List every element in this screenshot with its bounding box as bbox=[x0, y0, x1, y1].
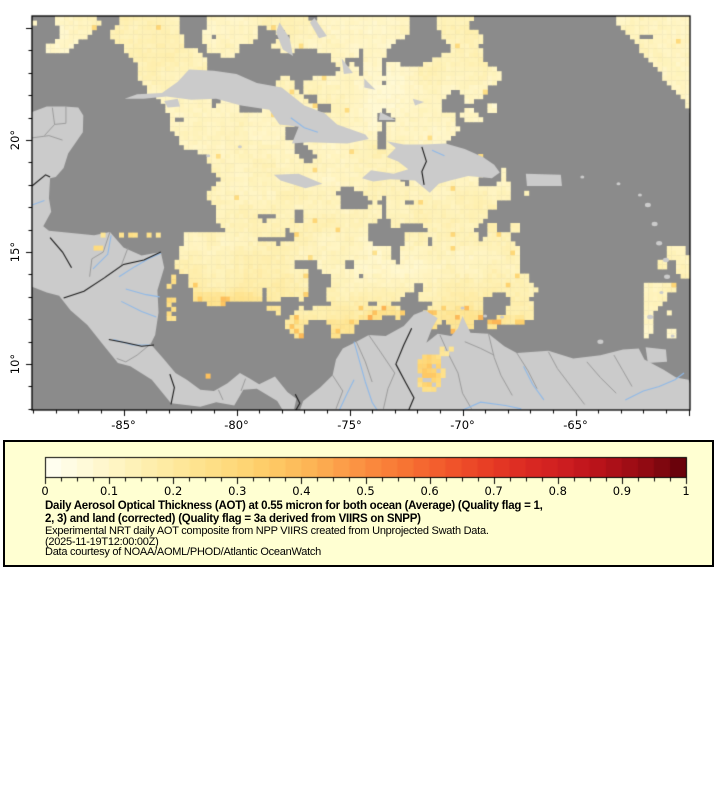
colorbar-tick-label: 0.7 bbox=[484, 484, 503, 498]
lon-tick-label: -75° bbox=[337, 418, 362, 432]
legend-note-line1: Experimental NRT daily AOT composite fro… bbox=[45, 525, 489, 537]
colorbar-canvas bbox=[5, 442, 712, 494]
lon-tick-label: -65° bbox=[563, 418, 588, 432]
legend-title-line2: 2, 3) and land (corrected) (Quality flag… bbox=[45, 513, 421, 525]
colorbar-tick-label: 0.6 bbox=[420, 484, 439, 498]
colorbar-tick-label: 0.8 bbox=[548, 484, 567, 498]
lon-tick-label: -70° bbox=[450, 418, 475, 432]
colorbar-tick-label: 0.4 bbox=[292, 484, 311, 498]
lat-tick-label: 20° bbox=[8, 129, 22, 151]
colorbar-tick-label: 0.9 bbox=[612, 484, 632, 498]
colorbar-tick-label: 0.5 bbox=[356, 484, 375, 498]
colorbar-tick-label: 0.1 bbox=[99, 484, 119, 498]
aot-map-canvas bbox=[0, 0, 720, 436]
colorbar-tick-label: 1 bbox=[682, 484, 690, 498]
lat-tick-label: 10° bbox=[8, 353, 22, 375]
colorbar-tick-label: 0.3 bbox=[228, 484, 247, 498]
lat-tick-label: 15° bbox=[8, 241, 22, 263]
colorbar-tick-label: 0 bbox=[41, 484, 49, 498]
lon-tick-label: -80° bbox=[224, 418, 249, 432]
legend-credit: Data courtesy of NOAA/AOML/PHOD/Atlantic… bbox=[45, 546, 321, 559]
legend-box: 0 0.1 0.2 0.3 0.4 0.5 0.6 0.7 0.8 0.9 1 Daily Aero… bbox=[3, 440, 714, 567]
legend-text: Daily Aerosol Optical Thickness (AOT) at… bbox=[45, 500, 695, 558]
legend-note-line2: (2025-11-19T12:00:00Z) bbox=[45, 535, 159, 548]
legend-title-line1: Daily Aerosol Optical Thickness (AOT) at… bbox=[45, 500, 543, 512]
lon-tick-label: -85° bbox=[111, 418, 136, 432]
colorbar-tick-label: 0.2 bbox=[164, 484, 183, 498]
aot-map: 20° 15° 10° -85° -80° -75° -70° -65° bbox=[0, 0, 720, 436]
